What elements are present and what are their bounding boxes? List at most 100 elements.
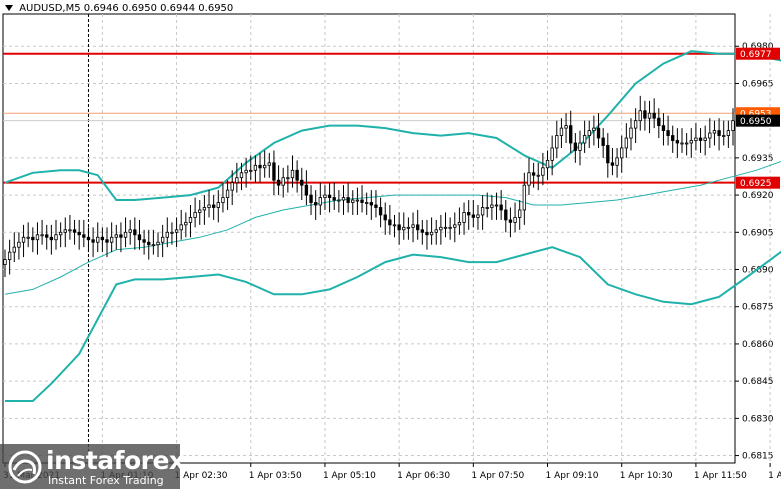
candle-body — [490, 204, 494, 208]
candle-body — [63, 229, 67, 233]
candle-body — [156, 241, 160, 246]
candle-body — [337, 199, 341, 202]
candle-body — [541, 167, 545, 176]
candle-body — [21, 236, 26, 243]
bollinger-upper-band — [4, 50, 781, 201]
candle-body — [235, 177, 239, 184]
y-tick-label: 0.6845 — [742, 377, 774, 387]
candle-body — [174, 229, 179, 233]
candle-body — [480, 207, 485, 216]
candle-body — [276, 179, 281, 186]
price-label-bg — [736, 47, 780, 60]
candle-body — [128, 229, 132, 233]
candle-body — [411, 224, 415, 228]
dropdown-arrow-icon[interactable] — [5, 5, 13, 11]
candle-body — [12, 246, 16, 253]
candle-body — [96, 236, 100, 243]
candle-body — [346, 197, 350, 203]
candle-body — [133, 229, 137, 236]
candle-body — [647, 112, 652, 119]
y-tick-label: 0.6860 — [742, 340, 774, 350]
candle-body — [615, 157, 619, 166]
candle-body — [675, 140, 680, 144]
candle-body — [606, 145, 610, 164]
candle-body — [151, 244, 156, 247]
candle-body — [7, 251, 12, 260]
candle-body — [638, 110, 642, 122]
candle-body — [652, 112, 656, 119]
candle-body — [494, 204, 499, 207]
candle-body — [272, 162, 276, 181]
candle-body — [300, 179, 304, 186]
candle-body — [221, 197, 225, 203]
candle-body — [545, 159, 550, 169]
candle-body — [402, 226, 406, 231]
candle-body — [457, 221, 462, 226]
candle-body — [564, 125, 568, 129]
candle-body — [165, 231, 169, 238]
candle-body — [100, 236, 105, 241]
candle-body — [592, 127, 596, 131]
x-tick-label: 1 Apr 05:10 — [323, 471, 376, 481]
x-tick-label: 1 Apr 10:30 — [620, 471, 673, 481]
candle-body — [416, 224, 420, 231]
candle-body — [708, 132, 712, 139]
y-tick-label: 0.6875 — [742, 303, 774, 313]
y-tick-label: 0.6935 — [742, 154, 774, 164]
candle-body — [318, 197, 322, 206]
ohlc-values: 0.6946 0.6950 0.6944 0.6950 — [83, 3, 234, 14]
candle-body — [77, 231, 81, 236]
candle-body — [698, 137, 703, 141]
candle-body — [504, 209, 508, 221]
candle-body — [216, 202, 220, 208]
candle-body — [332, 197, 336, 201]
candle-body — [569, 125, 573, 144]
candle-body — [508, 219, 513, 223]
candle-body — [610, 162, 615, 166]
candle-body — [170, 231, 174, 234]
candle-body — [453, 224, 457, 228]
candle-body — [119, 234, 123, 238]
candle-body — [661, 125, 666, 131]
candle-body — [351, 199, 355, 203]
candle-body — [267, 162, 271, 166]
candle-body — [694, 137, 698, 141]
candle-body — [123, 231, 128, 238]
candle-body — [147, 241, 151, 246]
bollinger-lower-band — [5, 246, 781, 402]
candle-body — [684, 142, 689, 145]
candle-body — [587, 130, 591, 136]
candle-body — [550, 147, 554, 161]
candle-body — [91, 239, 95, 243]
x-tick-label: 1 Apr 11:50 — [694, 471, 747, 481]
candle-body — [629, 127, 633, 139]
candle-body — [207, 204, 211, 208]
logo-brand: instaforex — [46, 446, 185, 475]
candle-body — [666, 130, 670, 136]
candle-body — [443, 226, 448, 229]
candle-body — [471, 214, 476, 218]
candle-body — [518, 209, 522, 218]
candle-body — [425, 231, 429, 236]
candle-body — [72, 229, 77, 233]
candle-body — [262, 164, 267, 169]
candle-body — [253, 164, 258, 171]
candle-body — [68, 229, 72, 232]
candle-body — [40, 234, 44, 237]
candle-body — [722, 135, 726, 137]
candle-body — [536, 174, 540, 177]
candle-body — [717, 130, 721, 136]
candle-body — [114, 234, 118, 238]
candle-body — [712, 130, 717, 134]
candle-body — [624, 137, 629, 149]
candle-body — [31, 236, 35, 241]
candle-body — [522, 184, 527, 211]
candle-body — [555, 135, 559, 149]
logo-tagline: Instant Forex Trading — [48, 474, 164, 487]
candle-body — [726, 130, 731, 136]
candle-body — [188, 217, 193, 223]
candle-body — [198, 209, 202, 213]
candle-body — [643, 110, 647, 119]
